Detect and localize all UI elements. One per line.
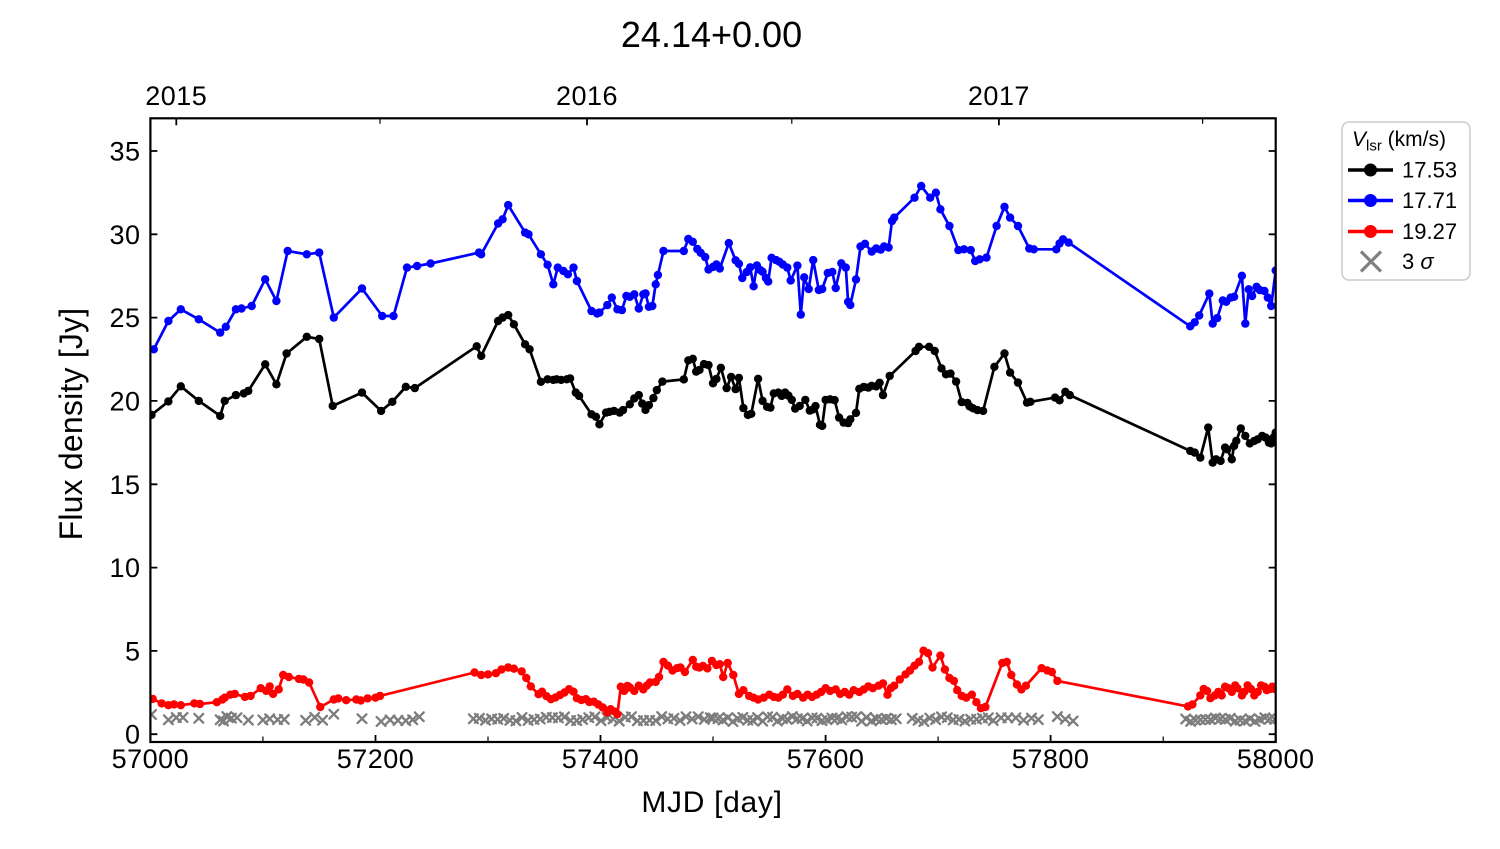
svg-text:2017: 2017 bbox=[968, 81, 1030, 111]
svg-text:58000: 58000 bbox=[1237, 744, 1315, 774]
svg-text:10: 10 bbox=[109, 553, 140, 583]
svg-text:35: 35 bbox=[109, 137, 140, 167]
svg-text:57200: 57200 bbox=[337, 744, 415, 774]
svg-text:MJD [day]: MJD [day] bbox=[641, 786, 782, 819]
svg-text:57000: 57000 bbox=[112, 744, 190, 774]
svg-text:57400: 57400 bbox=[562, 744, 640, 774]
svg-text:25: 25 bbox=[109, 303, 140, 333]
svg-text:2015: 2015 bbox=[145, 81, 207, 111]
svg-text:17.53: 17.53 bbox=[1402, 158, 1457, 183]
svg-text:24.14+0.00: 24.14+0.00 bbox=[621, 14, 802, 55]
svg-text:20: 20 bbox=[109, 386, 140, 416]
svg-text:19.27: 19.27 bbox=[1402, 219, 1457, 244]
svg-text:Flux density [Jy]: Flux density [Jy] bbox=[53, 308, 89, 541]
svg-text:17.71: 17.71 bbox=[1402, 188, 1457, 213]
svg-text:15: 15 bbox=[109, 470, 140, 500]
svg-text:2016: 2016 bbox=[556, 81, 618, 111]
svg-text:0: 0 bbox=[125, 720, 141, 750]
svg-text:3 σ: 3 σ bbox=[1402, 249, 1434, 274]
svg-text:5: 5 bbox=[125, 636, 141, 666]
svg-text:57800: 57800 bbox=[1012, 744, 1090, 774]
svg-text:Vlsr (km/s): Vlsr (km/s) bbox=[1352, 128, 1446, 155]
svg-text:30: 30 bbox=[109, 220, 140, 250]
svg-text:57600: 57600 bbox=[787, 744, 865, 774]
